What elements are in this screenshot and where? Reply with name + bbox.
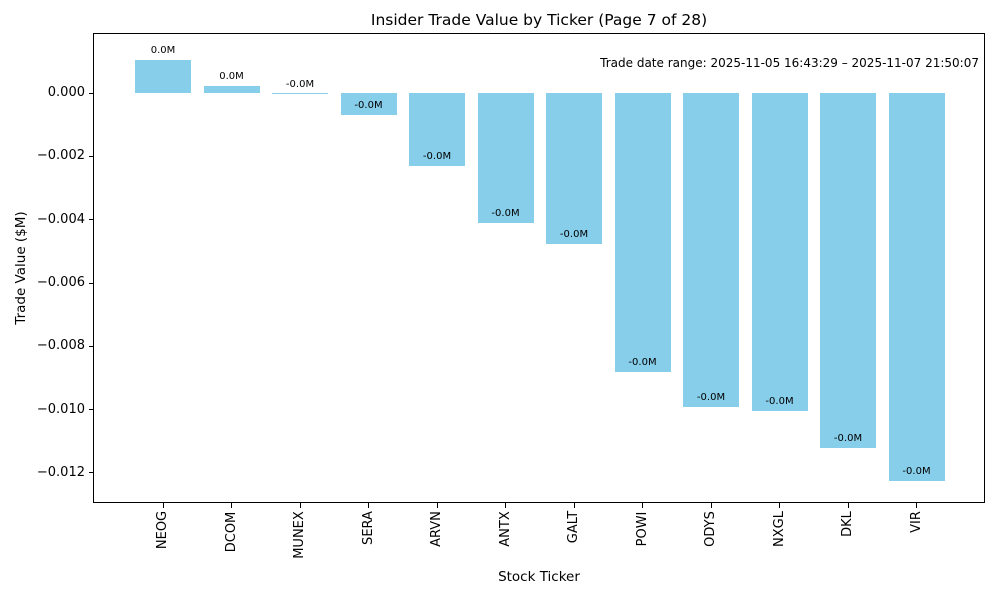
bar-NXGL [751,93,808,412]
bar-DCOM [203,86,260,94]
y-tick-label: −0.006 [36,275,85,291]
bar-value-label: -0.0M [902,466,931,478]
bar-ARVN [409,93,465,166]
y-tick-mark [88,219,93,221]
x-axis-label: Stock Ticker [498,569,580,585]
y-tick-mark [88,155,93,157]
bar-value-label: -0.0M [491,207,520,219]
bar-value-label: 0.0M [150,44,176,56]
bar-value-label: -0.0M [559,228,589,240]
x-tick-label-NEOG: NEOG [155,510,170,550]
x-tick-label-DKL: DKL [840,511,855,537]
bar-VIR [888,93,945,482]
y-tick-mark [88,92,93,94]
bar-DKL [820,93,876,449]
y-tick-mark [88,472,93,474]
x-tick-mark [162,503,164,508]
bar-GALT [546,93,602,244]
x-tick-label-NXGL: NXGL [771,511,787,547]
x-tick-mark [231,503,232,508]
date-range-annotation: Trade date range: 2025-11-05 16:43:29 – … [600,56,979,70]
y-tick-label: −0.004 [36,211,85,227]
x-tick-mark [436,503,438,508]
y-axis-label: Trade Value ($M) [13,211,29,325]
bar-value-label: -0.0M [765,396,794,408]
y-tick-label: −0.012 [36,464,85,480]
bar-value-label: -0.0M [628,357,657,369]
bar-value-label: -0.0M [422,150,452,162]
chart-title: Insider Trade Value by Ticker (Page 7 of… [370,11,708,29]
x-tick-label-POWI: POWI [634,511,650,546]
x-tick-label-VIR: VIR [908,511,924,533]
x-tick-mark [368,503,369,508]
y-tick-label: 0.000 [47,85,85,101]
x-tick-label-MUNEX: MUNEX [292,511,307,559]
y-tick-mark [88,409,93,411]
y-tick-label: −0.008 [36,338,85,354]
bar-value-label: -0.0M [285,79,315,91]
y-tick-mark [88,345,93,347]
bar-NEOG [135,59,191,94]
x-tick-mark [573,503,575,508]
bar-SERA [340,93,397,115]
bar-value-label: -0.0M [833,433,863,445]
x-tick-label-DCOM: DCOM [223,511,239,552]
bar-value-label: -0.0M [696,391,726,403]
x-tick-mark [916,503,917,508]
x-tick-label-ODYS: ODYS [703,511,718,547]
x-tick-mark [642,503,643,508]
x-tick-label-GALT: GALT [566,510,581,544]
x-tick-label-ANTX: ANTX [497,510,513,547]
x-tick-mark [779,503,780,508]
x-tick-label-ARVN: ARVN [429,511,444,547]
y-tick-mark [88,282,93,284]
y-tick-label: −0.010 [36,401,85,417]
bar-POWI [614,93,671,373]
bar-MUNEX [272,93,328,95]
bar-ANTX [477,93,534,223]
bar-ODYS [683,93,739,407]
x-tick-label-SERA: SERA [360,511,376,545]
y-tick-label: −0.002 [36,148,85,164]
x-tick-mark [299,503,301,508]
bar-value-label: 0.0M [219,71,244,83]
x-tick-mark [847,503,849,508]
x-tick-mark [505,503,506,508]
bar-value-label: -0.0M [354,99,383,111]
x-tick-mark [710,503,712,508]
